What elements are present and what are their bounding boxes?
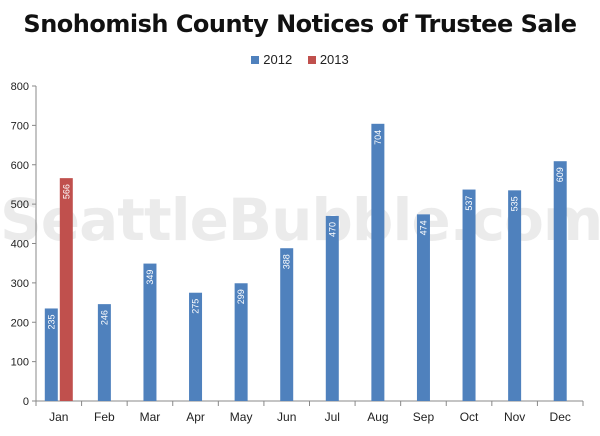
axes (32, 85, 584, 406)
chart-title: Snohomish County Notices of Trustee Sale (23, 10, 577, 38)
legend-item-2012: 2012 (251, 52, 292, 67)
data-label-aug-2012: 704 (373, 130, 383, 145)
data-label-oct-2012: 537 (464, 196, 474, 211)
x-tick-label-jan: Jan (49, 410, 68, 424)
x-tick-label-nov: Nov (504, 410, 525, 424)
x-tick-label-sep: Sep (413, 410, 435, 424)
bar-aug-2012 (371, 123, 385, 402)
data-label-dec-2012: 609 (555, 167, 565, 182)
bar-sep-2012 (416, 214, 430, 401)
data-label-mar-2012: 349 (145, 270, 155, 285)
x-tick-label-mar: Mar (140, 410, 161, 424)
tick-labels: 0 100 200 300 400 500 600 700 800 Jan Feb Mar Apr May… (11, 81, 571, 424)
bar-jun-2012 (280, 248, 294, 401)
y-tick-label-400: 400 (11, 239, 29, 251)
bar-feb-2012 (97, 304, 111, 401)
y-tick-label-200: 200 (11, 317, 29, 329)
bar-oct-2012 (462, 189, 476, 401)
x-tick-label-oct: Oct (460, 410, 479, 424)
data-label-may-2012: 299 (236, 289, 246, 304)
bars (44, 123, 567, 402)
data-label-jun-2012: 388 (282, 254, 292, 269)
bar-dec-2012 (553, 161, 567, 401)
watermark: SeattleBubble.com (0, 186, 600, 254)
data-label-jul-2012: 470 (327, 222, 337, 237)
x-tick-label-apr: Apr (186, 410, 205, 424)
data-label-jan-2013: 566 (61, 184, 71, 199)
data-label-apr-2012: 275 (191, 299, 201, 314)
legend-item-2013: 2013 (307, 52, 349, 67)
bar-jan-2013 (59, 178, 73, 401)
bar-nov-2012 (508, 190, 522, 401)
legend-label-2013: 2013 (319, 52, 349, 67)
y-tick-label-600: 600 (11, 160, 29, 172)
x-tick-label-dec: Dec (550, 410, 571, 424)
legend-swatch-2013 (307, 56, 316, 64)
y-tick-label-300: 300 (11, 278, 29, 290)
bar-jan-2012 (44, 308, 58, 401)
data-label-nov-2012: 535 (510, 196, 520, 211)
x-tick-label-aug: Aug (367, 410, 388, 424)
y-tick-label-100: 100 (11, 357, 29, 369)
legend: 2012 2013 (0, 52, 600, 67)
x-tick-label-feb: Feb (94, 410, 115, 424)
bar-jul-2012 (325, 215, 339, 401)
x-tick-label-jul: Jul (325, 410, 340, 424)
data-label-feb-2012: 246 (99, 310, 109, 325)
y-tick-label-500: 500 (11, 199, 29, 211)
legend-label-2012: 2012 (263, 52, 293, 67)
bar-mar-2012 (143, 263, 157, 401)
bar-may-2012 (234, 283, 248, 401)
x-tick-label-may: May (230, 410, 253, 424)
x-tick-label-jun: Jun (277, 410, 296, 424)
y-tick-label-700: 700 (11, 120, 29, 132)
bar-apr-2012 (189, 292, 203, 401)
data-label-sep-2012: 474 (418, 220, 428, 235)
data-label-jan-2012: 235 (46, 314, 56, 329)
legend-swatch-2012 (251, 56, 260, 64)
y-tick-label-800: 800 (11, 81, 29, 93)
y-tick-label-0: 0 (23, 396, 29, 408)
